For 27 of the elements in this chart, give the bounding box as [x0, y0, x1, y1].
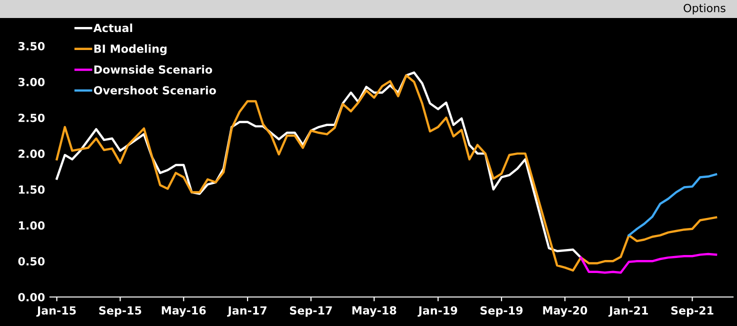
x-tick-label: May-16	[162, 306, 206, 317]
text: Options	[684, 4, 726, 14]
legend-label: Actual	[93, 24, 132, 32]
line-series	[56, 74, 718, 272]
line-series	[580, 252, 718, 274]
y-tick-label: 3.00	[18, 78, 45, 86]
y-tick-label: 0.00	[18, 292, 45, 302]
y-tick-label: 1.00	[18, 221, 45, 230]
x-tick-label: May-18	[352, 306, 396, 317]
y-tick-label: 0.50	[18, 257, 45, 266]
x-tick-label: Sep-19	[480, 306, 523, 317]
x-tick-label: Sep-15	[99, 306, 142, 317]
line-series	[628, 173, 718, 236]
legend-label: Overshoot Scenario	[94, 86, 216, 95]
y-tick-label: 2.00	[18, 150, 45, 158]
x-tick-label: Jan-21	[608, 306, 648, 317]
x-tick-label: Jan-17	[227, 306, 266, 317]
y-tick-label: 2.50	[18, 114, 45, 122]
legend-label: Downside Scenario	[94, 65, 212, 74]
x-tick-label: Jan-15	[36, 306, 76, 317]
legend-label: BI Modeling	[94, 44, 167, 56]
x-tick-label: Sep-21	[671, 306, 714, 317]
y-tick-label: 3.50	[18, 42, 45, 50]
y-tick-label: 1.50	[18, 185, 45, 194]
x-tick-label: Sep-17	[290, 306, 332, 317]
x-tick-label: Jan-19	[418, 306, 458, 317]
x-tick-label: May-20	[543, 306, 588, 317]
